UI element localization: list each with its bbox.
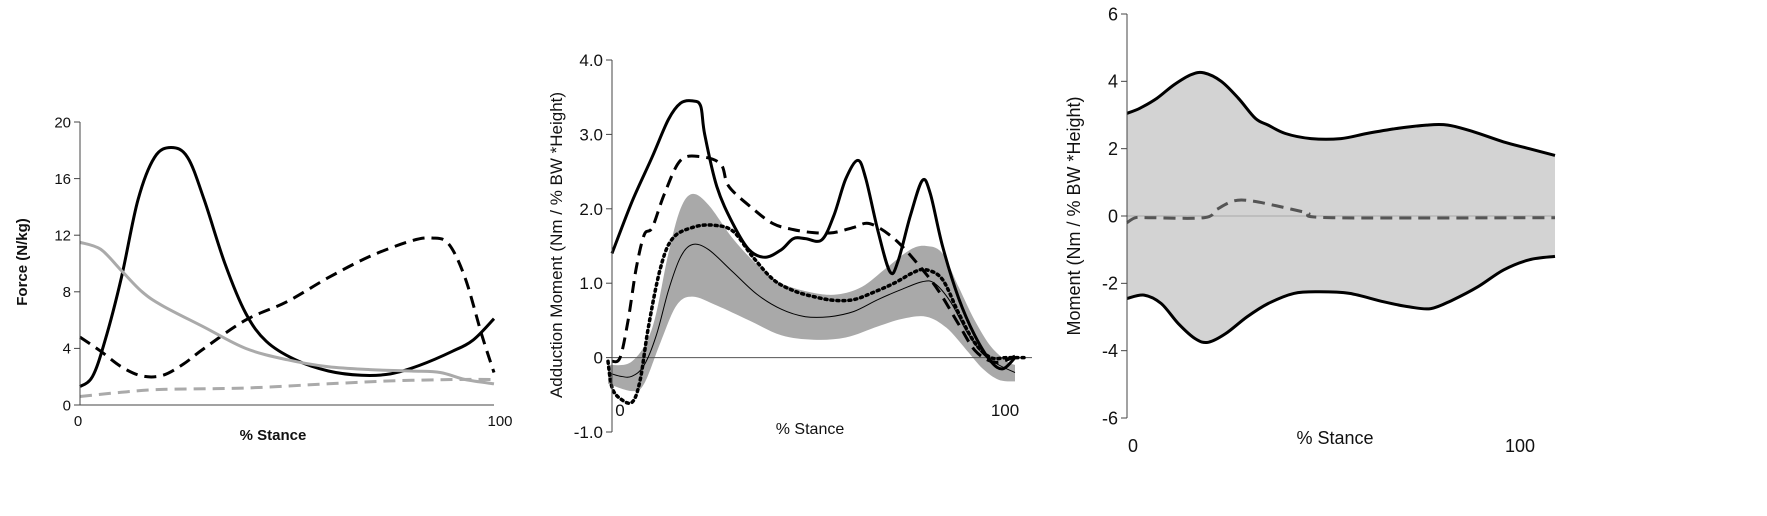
x-tick-label: 100 (1505, 436, 1535, 456)
y-tick-label: 4 (1108, 72, 1118, 92)
x-tick-label: 0 (615, 401, 624, 420)
y-tick-label: 4 (63, 341, 71, 358)
x-tick-label: 0 (74, 413, 82, 430)
series-1-line (1126, 198, 1556, 225)
y-tick-label: 20 (54, 114, 71, 131)
series-2-line (610, 99, 1017, 371)
y-tick-label: 0 (594, 349, 603, 368)
chart2-xlabel: % Stance (776, 421, 845, 438)
chart2-ylabel: Adduction Moment (Nm / % BW *Height) (547, 92, 566, 398)
band-lower-line (1126, 254, 1556, 345)
series-4-line (79, 377, 495, 398)
band-fill (1127, 72, 1555, 343)
y-tick-label: 12 (54, 227, 71, 244)
y-tick-label: -6 (1102, 408, 1118, 428)
band-upper-line (1126, 70, 1556, 157)
y-tick-label: 0 (1108, 206, 1118, 226)
y-tick-label: 2 (1108, 139, 1118, 159)
series-4-line (606, 223, 1029, 406)
y-tick-label: 1.0 (579, 274, 603, 293)
y-tick-label: 6 (1108, 4, 1118, 24)
chart1-ylabel: Force (N/kg) (14, 218, 31, 306)
x-tick-label: 0 (1128, 436, 1138, 456)
y-tick-label: -4 (1102, 341, 1118, 361)
series-1-line (79, 145, 496, 388)
chart1-xlabel: % Stance (240, 427, 307, 444)
series-2-line (79, 236, 496, 379)
y-tick-label: 16 (54, 171, 71, 188)
chart3: -6 -4 -2 0 2 4 6 0 100 (1102, 4, 1556, 456)
chart3-xlabel: % Stance (1296, 428, 1373, 448)
y-tick-label: 0 (63, 397, 71, 414)
y-tick-label: 4.0 (579, 51, 603, 70)
y-tick-label: -2 (1102, 274, 1118, 294)
chart2: -1.0 0 1.0 2.0 3.0 4.0 0 100 (574, 51, 1032, 442)
y-tick-label: 2.0 (579, 200, 603, 219)
chart3-ylabel: Moment (Nm / % BW *Height) (1064, 96, 1084, 335)
y-tick-label: 8 (63, 284, 71, 301)
y-tick-label: -1.0 (574, 423, 603, 442)
series-1-line (607, 243, 1016, 378)
series-3-line (611, 154, 1016, 364)
band-fill (608, 193, 1015, 392)
chart1: 0 4 8 12 16 20 0 100 (54, 114, 512, 430)
y-tick-label: 3.0 (579, 125, 603, 144)
x-tick-label: 100 (487, 413, 512, 430)
x-tick-label: 100 (991, 401, 1019, 420)
series-3-line (79, 240, 495, 386)
